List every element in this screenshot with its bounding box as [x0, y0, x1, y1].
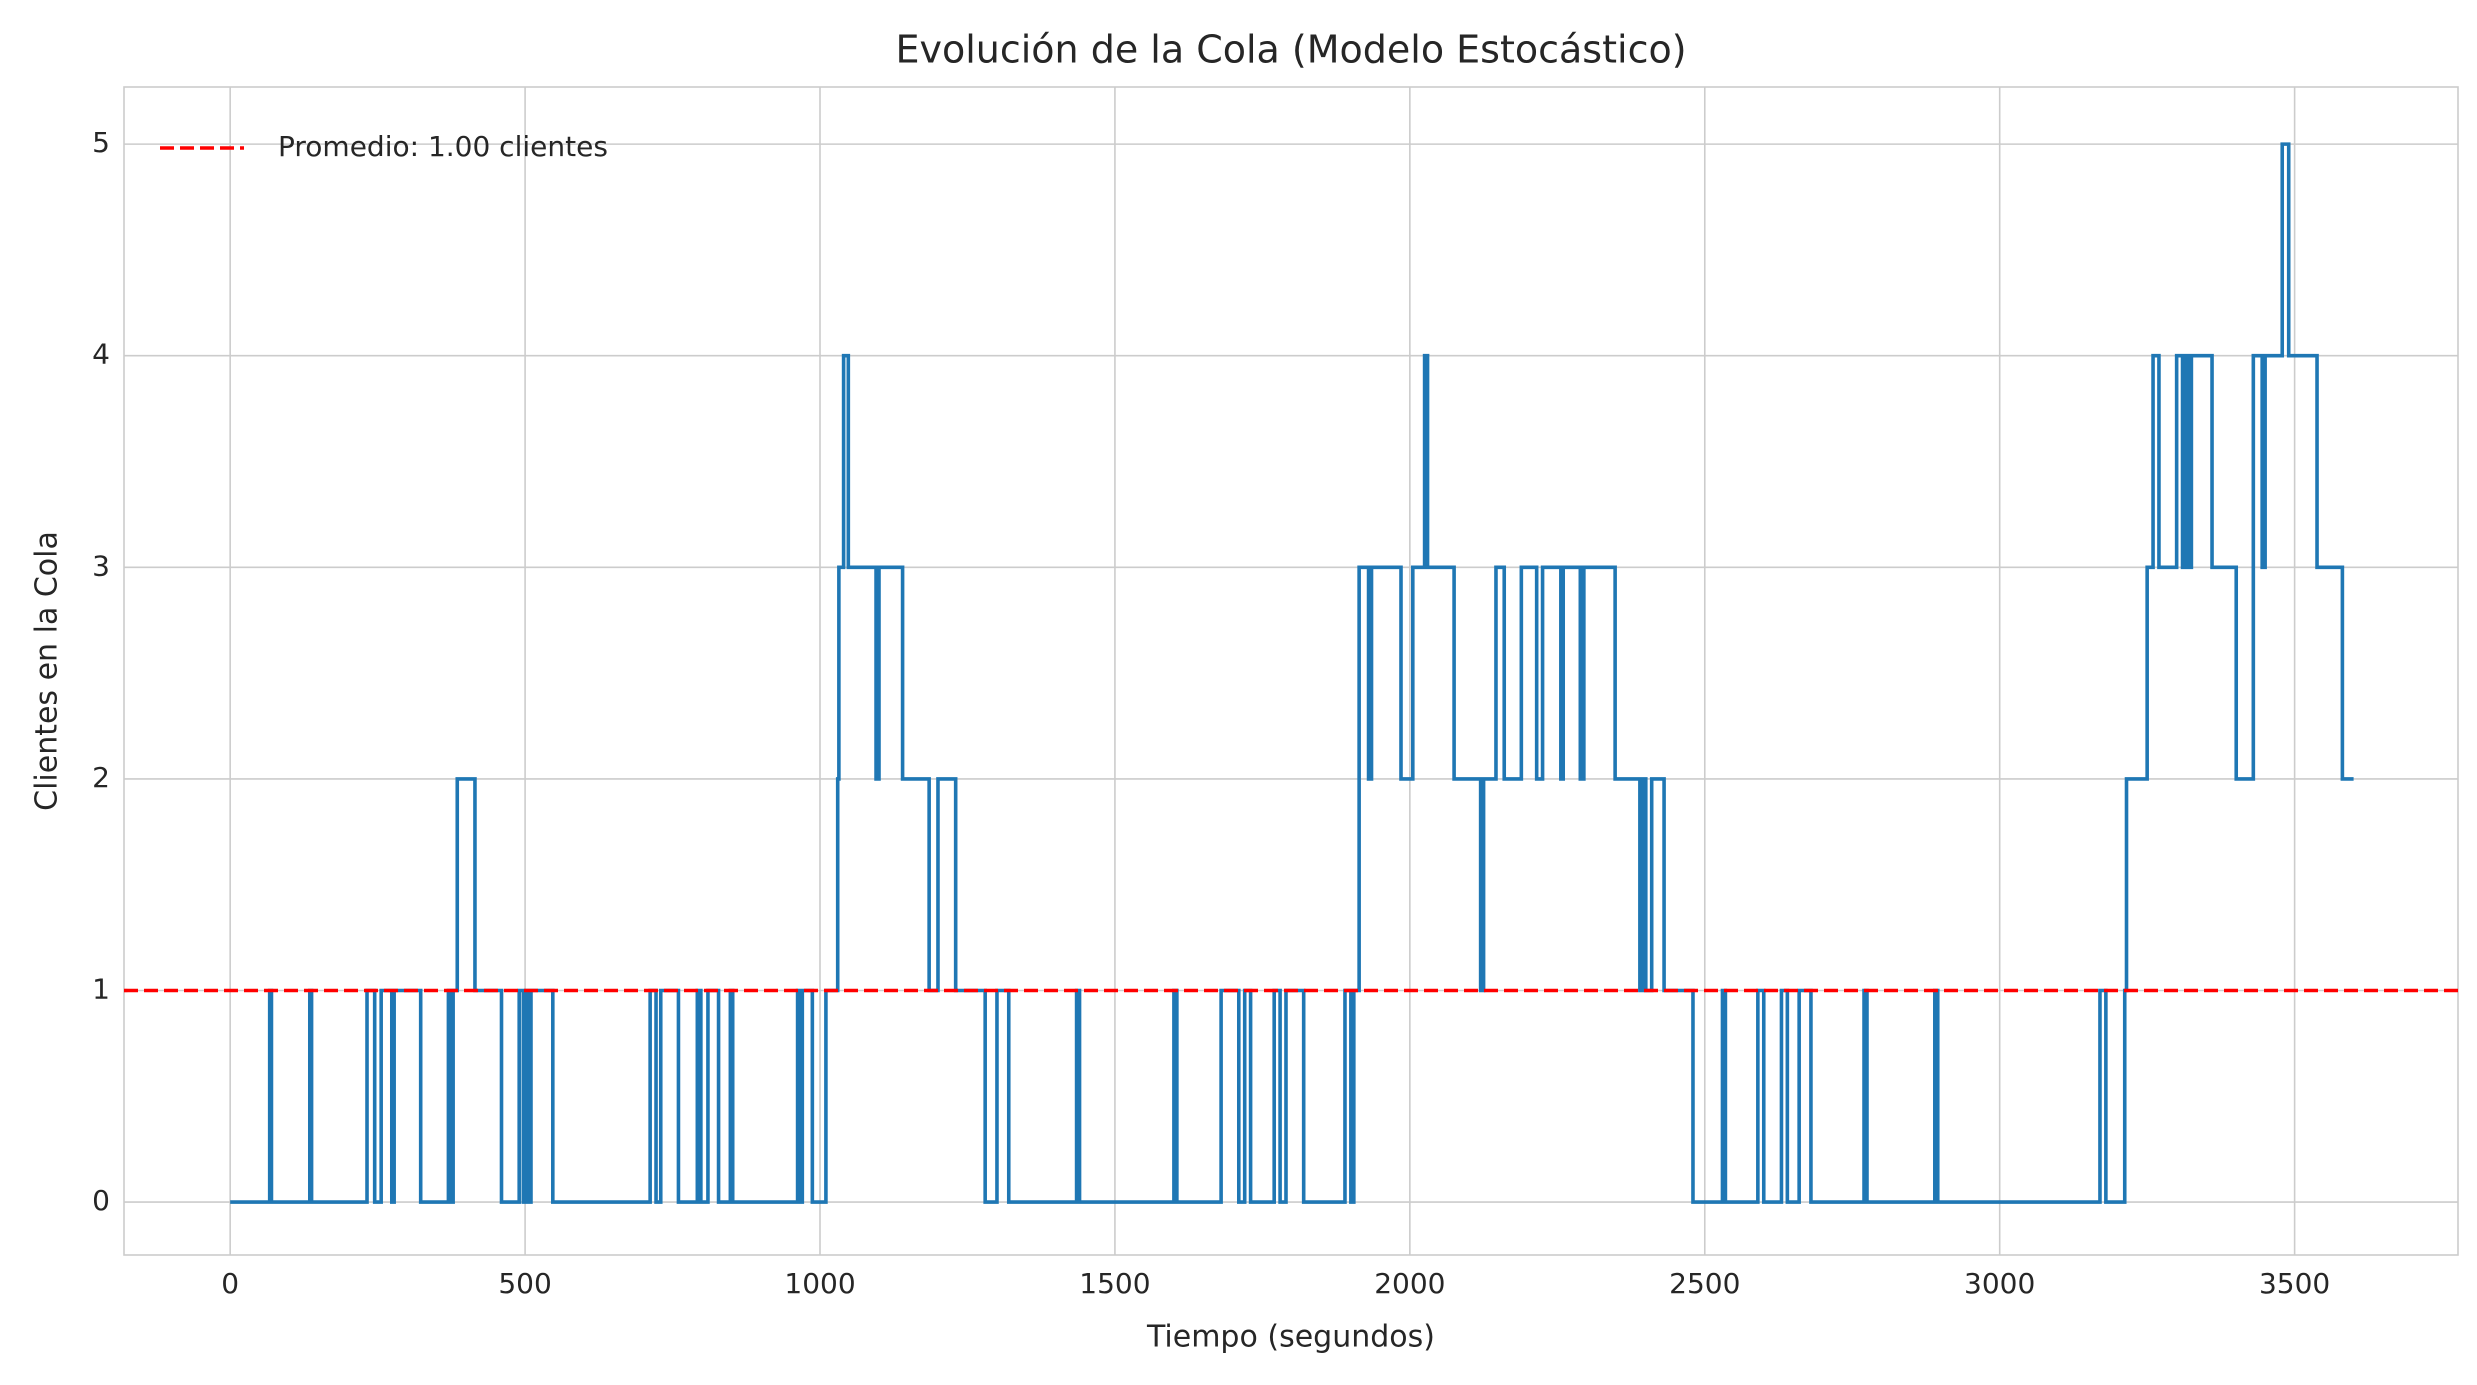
y-tick-label: 2 [92, 761, 110, 794]
x-tick-label: 1500 [1079, 1267, 1150, 1300]
x-tick-label: 3500 [2259, 1267, 2330, 1300]
x-tick-label: 2500 [1669, 1267, 1740, 1300]
x-tick-label: 2000 [1374, 1267, 1445, 1300]
y-tick-label: 3 [92, 549, 110, 582]
x-tick-label: 1000 [784, 1267, 855, 1300]
y-tick-label: 1 [92, 973, 110, 1006]
legend-label: Promedio: 1.00 clientes [278, 130, 608, 163]
plot-frame [123, 86, 2459, 1256]
y-tick-label: 5 [92, 126, 110, 159]
y-tick-label: 4 [92, 338, 110, 371]
x-tick-label: 500 [498, 1267, 551, 1300]
data-line [230, 142, 2354, 1204]
x-tick-label: 0 [221, 1267, 239, 1300]
y-tick-label: 0 [92, 1184, 110, 1217]
x-tick-label: 3000 [1964, 1267, 2035, 1300]
x-axis-label: Tiempo (segundos) [1146, 1320, 1435, 1355]
y-axis-label: Clientes en la Cola [30, 531, 65, 811]
chart-title: Evolución de la Cola (Modelo Estocástico… [895, 28, 1686, 72]
